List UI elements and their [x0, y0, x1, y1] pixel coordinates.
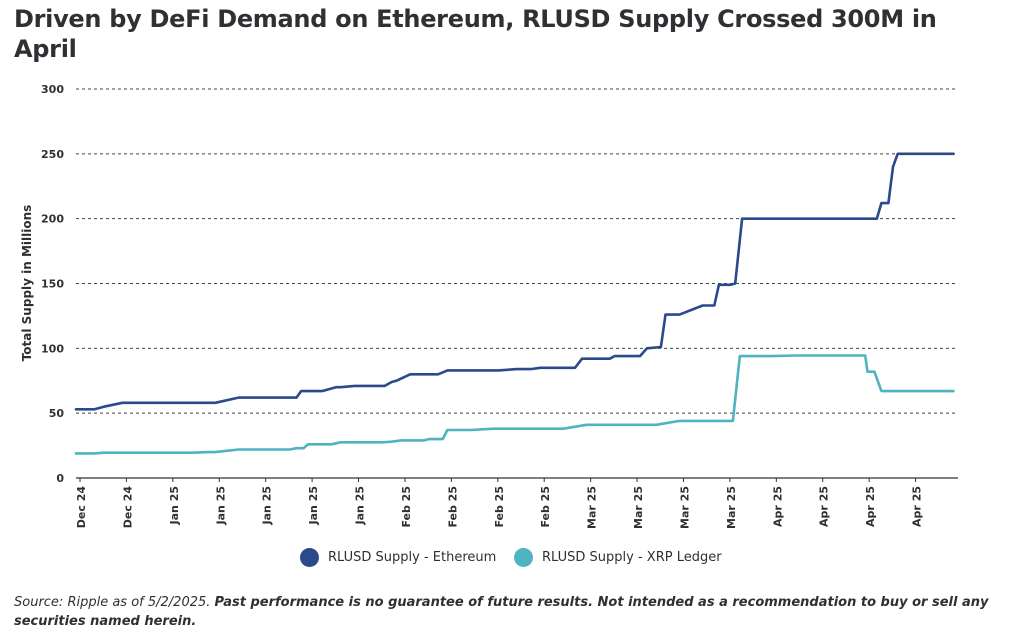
y-tick-label: 100 [41, 342, 64, 355]
x-tick-label: Feb 25 [539, 486, 552, 528]
disclaimer-text: Past performance is no guarantee of futu… [14, 595, 989, 629]
x-tick-label: Dec 24 [121, 486, 134, 529]
x-tick-label: Feb 25 [400, 486, 413, 528]
line-chart: 0 50 100 150 200 250 300 Dec 24 Dec 24 Jan 25 Jan… [20, 83, 958, 529]
legend-marker-ethereum [300, 547, 319, 567]
x-tick-label: Apr 25 [818, 486, 831, 527]
x-tick-label: Jan 25 [307, 486, 320, 525]
y-tick-label: 0 [56, 472, 64, 485]
y-tick-label: 300 [41, 83, 64, 96]
x-tick-label: Apr 25 [771, 486, 784, 527]
y-tick-label: 50 [49, 407, 65, 420]
gridlines [76, 88, 958, 479]
y-tick-label: 150 [41, 278, 64, 291]
x-tick-label: Jan 25 [168, 486, 181, 525]
x-tick-label: Jan 25 [214, 486, 227, 525]
y-tick-label: 200 [41, 213, 64, 226]
x-tick-label: Feb 25 [493, 486, 506, 528]
y-tick-label: 250 [41, 148, 64, 161]
series-line-ethereum [74, 152, 955, 411]
series-lines [74, 152, 955, 455]
y-axis-ticks: 0 50 100 150 200 250 300 [41, 83, 64, 485]
x-tick-label: Apr 25 [911, 486, 924, 527]
series-line-xrp-ledger [74, 354, 955, 455]
x-tick-label: Dec 24 [75, 486, 88, 529]
x-tick-label: Mar 25 [678, 486, 691, 529]
legend-label-ethereum: RLUSD Supply - Ethereum [328, 549, 497, 565]
source-text: Source: Ripple as of 5/2/2025. [14, 595, 211, 610]
x-tick-label: Jan 25 [261, 486, 274, 525]
legend: RLUSD Supply - Ethereum RLUSD Supply - X… [0, 544, 1024, 570]
x-axis-ticks: Dec 24 Dec 24 Jan 25 Jan 25 Jan 25 Jan 25 Jan … [75, 478, 924, 529]
legend-marker-xrp-ledger [514, 547, 533, 567]
x-tick-label: Feb 25 [446, 486, 459, 528]
x-tick-label: Jan 25 [354, 486, 367, 525]
source-footnote: Source: Ripple as of 5/2/2025. Past perf… [14, 593, 1004, 631]
chart-title: Driven by DeFi Demand on Ethereum, RLUSD… [14, 5, 937, 63]
x-tick-label: Mar 25 [586, 486, 599, 529]
x-tick-label: Mar 25 [725, 486, 738, 529]
legend-item-xrp-ledger[interactable]: RLUSD Supply - XRP Ledger [514, 544, 722, 570]
x-tick-label: Mar 25 [632, 486, 645, 529]
x-tick-label: Apr 25 [864, 486, 877, 527]
y-axis-title: Total Supply in Millions [20, 205, 34, 362]
legend-item-ethereum[interactable]: RLUSD Supply - Ethereum [300, 544, 496, 570]
legend-label-xrp-ledger: RLUSD Supply - XRP Ledger [542, 549, 722, 565]
